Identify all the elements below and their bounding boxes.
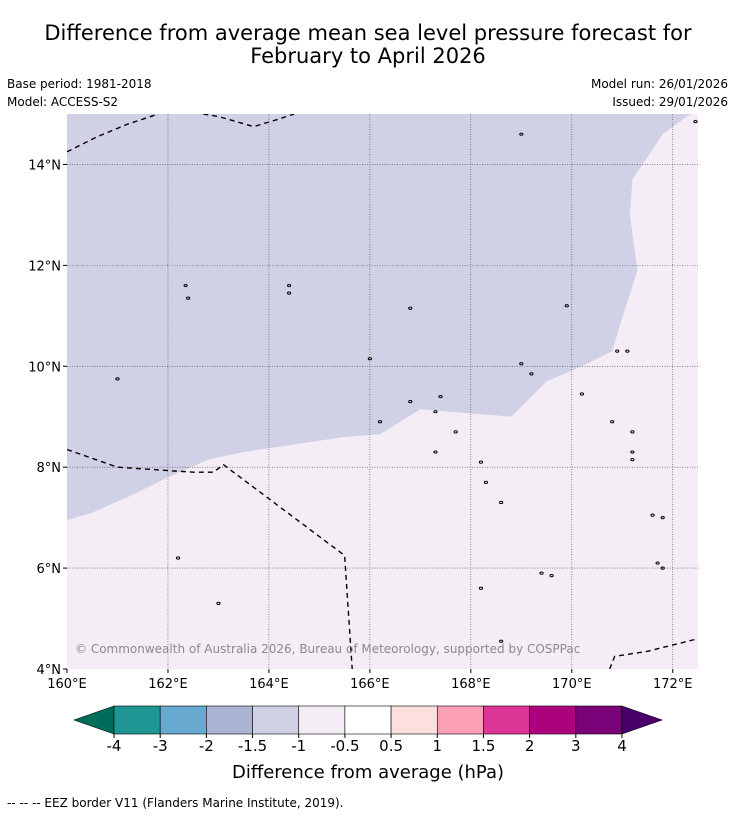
colorbar: -4 -3 -2 -1.5 -1 -0.5 0.5 1 1.5 2 3 4 bbox=[73, 705, 663, 755]
island-outline bbox=[216, 601, 221, 606]
island-outline bbox=[519, 362, 524, 366]
colorbar-tick-label: 3 bbox=[571, 737, 581, 755]
latitude-tick-label: 10°N bbox=[28, 360, 61, 375]
colorbar-swatch bbox=[206, 705, 253, 735]
island-outline bbox=[660, 516, 665, 520]
island-outline bbox=[433, 410, 438, 414]
longitude-tick-label: 168°E bbox=[451, 677, 491, 692]
map-gridlines bbox=[67, 114, 698, 669]
colorbar-tick-label: 2 bbox=[525, 737, 535, 755]
island-outline bbox=[287, 283, 292, 288]
island-outline bbox=[625, 349, 630, 353]
island-outline bbox=[367, 357, 372, 361]
island-outline bbox=[529, 372, 534, 376]
colorbar-swatch bbox=[159, 705, 207, 735]
island-outline bbox=[660, 566, 665, 570]
chart-title: Difference from average mean sea level p… bbox=[0, 22, 736, 68]
island-outline bbox=[650, 513, 655, 517]
colorbar-tick-label: 1 bbox=[432, 737, 442, 755]
island-outline bbox=[287, 291, 292, 295]
island-outline bbox=[483, 480, 489, 484]
longitude-tick-label: 164°E bbox=[249, 677, 289, 692]
colorbar-tick-label: 1.5 bbox=[472, 737, 496, 755]
eez-border-line bbox=[203, 114, 295, 128]
islands-layer bbox=[115, 119, 698, 643]
colorbar-tick-label: -0.5 bbox=[330, 737, 359, 755]
island-outline bbox=[610, 420, 615, 424]
colorbar-tick-label: 4 bbox=[617, 737, 627, 755]
issued-text: Issued: 29/01/2026 bbox=[612, 95, 728, 109]
island-outline bbox=[630, 430, 635, 434]
colorbar-label: Difference from average (hPa) bbox=[231, 762, 505, 783]
island-outline bbox=[519, 132, 524, 136]
colorbar-swatch bbox=[529, 705, 577, 735]
colorbar-tick-label: -3 bbox=[153, 737, 168, 755]
forecast-map: 160°E 162°E 164°E 166°E 168°E 170°E 172°E 4°N 6°… bbox=[28, 114, 698, 755]
island-outline bbox=[453, 430, 458, 434]
island-outline bbox=[564, 304, 569, 308]
island-outline bbox=[433, 450, 438, 454]
island-outline bbox=[693, 119, 698, 124]
latitude-tick-label: 14°N bbox=[28, 158, 61, 173]
island-outline bbox=[438, 394, 443, 399]
colorbar-tick-label: -4 bbox=[107, 737, 122, 755]
latitude-tick-label: 12°N bbox=[28, 259, 61, 274]
island-outline bbox=[408, 399, 413, 404]
colorbar-min-arrow bbox=[73, 705, 115, 735]
island-outline bbox=[630, 450, 635, 454]
colorbar-swatch bbox=[575, 705, 623, 735]
island-outline bbox=[408, 306, 413, 310]
latitude-tick-label: 4°N bbox=[37, 663, 62, 678]
colorbar-max-arrow bbox=[621, 705, 663, 735]
latitude-tick-label: 8°N bbox=[37, 461, 62, 476]
colorbar-tick-label: -2 bbox=[199, 737, 214, 755]
island-outline bbox=[175, 556, 181, 560]
eez-border-layer bbox=[67, 114, 698, 669]
model-text: Model: ACCESS-S2 bbox=[7, 95, 119, 109]
island-outline bbox=[499, 500, 504, 505]
island-outline bbox=[499, 639, 504, 643]
colorbar-swatch bbox=[390, 705, 438, 735]
eez-border-line bbox=[67, 114, 159, 153]
longitude-tick-label: 166°E bbox=[350, 677, 390, 692]
map-fill-layer bbox=[67, 114, 698, 669]
longitude-tick-label: 160°E bbox=[47, 677, 87, 692]
colorbar-tick-label: 0.5 bbox=[379, 737, 403, 755]
island-outline bbox=[478, 460, 484, 464]
eez-border-line bbox=[609, 638, 698, 669]
model-run-text: Model run: 26/01/2026 bbox=[590, 77, 728, 91]
island-outline bbox=[549, 574, 554, 578]
eez-legend-footer: -- -- -- EEZ border V11 (Flanders Marine… bbox=[7, 796, 344, 810]
colorbar-tick-label: -1.5 bbox=[238, 737, 267, 755]
colorbar-swatch bbox=[483, 705, 530, 735]
meta-left: Base period: 1981-2018 Model: ACCESS-S2 bbox=[7, 75, 152, 111]
colorbar-swatch bbox=[113, 705, 161, 735]
map-tick-labels: 160°E 162°E 164°E 166°E 168°E 170°E 172°E 4°N 6°… bbox=[28, 158, 692, 692]
latitude-tick-label: 6°N bbox=[37, 562, 62, 577]
colorbar-tick-label: -1 bbox=[291, 737, 306, 755]
island-outline bbox=[377, 420, 383, 424]
longitude-tick-label: 170°E bbox=[552, 677, 592, 692]
island-outline bbox=[539, 571, 544, 575]
meta-right: Model run: 26/01/2026 Issued: 29/01/2026 bbox=[591, 75, 728, 111]
longitude-tick-label: 162°E bbox=[148, 677, 188, 692]
title-line-2: February to April 2026 bbox=[250, 44, 486, 68]
anomaly-region-minus-1 bbox=[67, 114, 691, 521]
copyright-text: © Commonwealth of Australia 2026, Bureau… bbox=[75, 642, 580, 656]
island-outline bbox=[615, 349, 620, 353]
longitude-tick-label: 172°E bbox=[653, 677, 693, 692]
island-outline bbox=[478, 586, 484, 590]
title-line-1: Difference from average mean sea level p… bbox=[44, 21, 692, 45]
island-outline bbox=[115, 377, 120, 381]
island-outline bbox=[183, 283, 188, 288]
colorbar-swatch bbox=[298, 705, 346, 735]
base-period-text: Base period: 1981-2018 bbox=[7, 77, 152, 91]
island-outline bbox=[579, 392, 584, 396]
colorbar-swatch bbox=[436, 705, 484, 735]
island-outline bbox=[186, 296, 191, 300]
colorbar-swatch bbox=[344, 705, 392, 735]
island-outline bbox=[630, 458, 635, 462]
colorbar-swatch bbox=[252, 705, 300, 735]
island-outline bbox=[655, 561, 660, 565]
